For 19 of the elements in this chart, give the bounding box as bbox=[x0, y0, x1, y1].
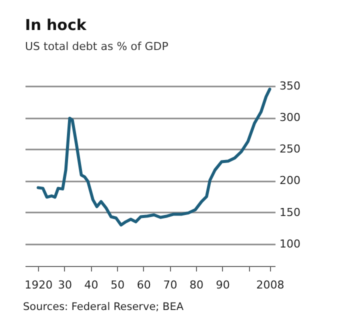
x-tick-label: 40 bbox=[84, 278, 98, 292]
y-tick-label: 250 bbox=[280, 142, 300, 156]
x-tick-label: 50 bbox=[110, 278, 125, 292]
x-tick-label: 2008 bbox=[256, 278, 284, 292]
x-tick-label: 80 bbox=[190, 278, 204, 292]
y-tick-label: 300 bbox=[280, 111, 300, 124]
y-tick-label: 200 bbox=[280, 174, 300, 188]
line-series bbox=[36, 88, 272, 226]
x-tick-label: 90 bbox=[216, 278, 230, 292]
y-tick-label: 150 bbox=[280, 206, 300, 219]
x-tick-label: 1920 bbox=[24, 278, 53, 292]
x-tick-label: 70 bbox=[163, 278, 178, 292]
y-tick-label: 100 bbox=[280, 237, 300, 250]
chart-subtitle: US total debt as % of GDP bbox=[25, 40, 169, 53]
x-tick-label: 60 bbox=[136, 278, 151, 292]
chart-title: In hock bbox=[25, 16, 88, 34]
y-tick-label: 350 bbox=[280, 80, 300, 92]
x-tick-label: 30 bbox=[58, 278, 72, 292]
source-note: Sources: Federal Reserve; BEA bbox=[23, 301, 184, 313]
